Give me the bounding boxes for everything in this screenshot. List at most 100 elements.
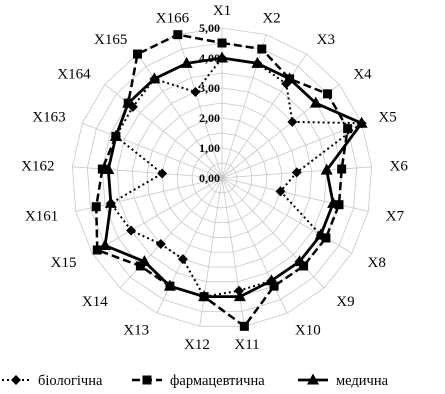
data-point-triangle — [327, 196, 340, 208]
data-point-diamond — [275, 186, 286, 197]
axis-label-x6: X6 — [390, 158, 409, 174]
grid-spoke — [221, 177, 245, 327]
data-point-diamond — [190, 86, 201, 97]
axis-label-x5: X5 — [378, 110, 396, 126]
legend-label: медична — [336, 373, 389, 389]
legend-entry: медична — [298, 373, 389, 389]
data-point-triangle — [307, 373, 319, 385]
grid-ring — [191, 147, 253, 209]
r-tick-label: 0,00 — [199, 171, 220, 185]
legend: біологічна фармацевтична медична — [2, 373, 389, 389]
legend-label: біологічна — [38, 373, 103, 389]
axis-label-x1: X1 — [213, 3, 231, 19]
grid-ring — [161, 117, 283, 238]
data-point-triangle — [293, 255, 306, 267]
data-point-diamond — [11, 375, 21, 385]
series-line — [103, 56, 364, 299]
data-point-diamond — [287, 116, 298, 127]
data-point-triangle — [104, 196, 117, 208]
data-point-square — [142, 375, 152, 385]
grid-spoke — [221, 177, 369, 212]
data-point-square — [97, 164, 107, 174]
data-point-triangle — [180, 56, 193, 68]
axis-labels: X1 X2 X3 X4 X5 X6 X7 X8 X9 X10 X11 X12 X13 X14 X15 X161… — [21, 3, 408, 353]
axis-label-x14: X14 — [82, 294, 108, 310]
grid-ring — [131, 87, 313, 268]
data-point-square — [239, 321, 249, 331]
axis-label-x162: X162 — [21, 158, 54, 174]
axis-label-x12: X12 — [184, 337, 210, 353]
data-point-square — [334, 200, 344, 210]
data-point-triangle — [102, 162, 115, 174]
data-point-triangle — [122, 96, 135, 108]
grid-spoke — [221, 84, 340, 179]
data-point-square — [257, 44, 267, 54]
data-point-triangle — [138, 255, 151, 267]
axis-label-x3: X3 — [317, 32, 335, 48]
r-tick-label: 5,00 — [199, 21, 220, 35]
axis-label-x7: X7 — [386, 208, 405, 224]
data-point-diamond — [291, 167, 302, 178]
data-point-square — [173, 30, 183, 40]
grid-ring — [72, 27, 372, 327]
axis-label-x166: X166 — [156, 10, 190, 26]
grid-spoke — [82, 122, 223, 179]
data-point-triangle — [251, 56, 264, 68]
grid-ring — [146, 102, 298, 253]
axis-label-x15: X15 — [51, 255, 77, 271]
r-tick-label: 2,00 — [199, 111, 220, 125]
grid-spoke — [221, 122, 362, 179]
data-point-triangle — [216, 51, 228, 63]
grid-spoke — [221, 177, 353, 254]
data-point-triangle — [148, 72, 161, 84]
axis-label-x9: X9 — [336, 294, 354, 310]
grid-spoke — [221, 177, 325, 289]
data-point-triangle — [198, 290, 211, 302]
data-point-triangle — [109, 129, 122, 141]
grid-spoke — [199, 177, 223, 327]
data-point-square — [323, 89, 333, 99]
data-point-triangle — [314, 228, 327, 240]
grid-spoke — [137, 53, 223, 179]
grid-spoke — [72, 166, 223, 179]
data-point-triangle — [163, 279, 176, 291]
grid-spoke — [156, 177, 223, 314]
data-point-diamond — [157, 168, 168, 179]
grid-ring — [116, 72, 328, 283]
data-point-triangle — [265, 274, 278, 286]
grid-spoke — [91, 177, 223, 254]
r-tick-label: 1,00 — [199, 141, 220, 155]
axis-label-x163: X163 — [32, 110, 65, 126]
grid-spoke — [177, 34, 223, 179]
grid-ring — [176, 132, 268, 223]
data-point-square — [337, 164, 347, 174]
data-point-square — [217, 38, 227, 48]
axis-label-x4: X4 — [353, 66, 372, 82]
data-point-diamond — [126, 225, 137, 236]
legend-entry: біологічна — [2, 373, 103, 389]
series-медична — [99, 51, 368, 302]
data-point-square — [269, 281, 279, 291]
grid-spoke — [221, 34, 267, 179]
data-point-square — [133, 49, 143, 59]
axis-label-x8: X8 — [367, 255, 385, 271]
legend-label: фармацевтична — [170, 373, 265, 389]
data-point-diamond — [177, 254, 188, 265]
axis-label-x13: X13 — [123, 322, 149, 338]
axis-label-x2: X2 — [262, 10, 280, 26]
grid-spoke — [119, 177, 223, 289]
grid-spoke — [221, 177, 288, 314]
data-point-triangle — [355, 116, 368, 128]
axis-label-x164: X164 — [57, 66, 91, 82]
data-point-square — [91, 202, 101, 212]
axis-label-x161: X161 — [25, 208, 58, 224]
axis-label-x11: X11 — [234, 337, 259, 353]
data-point-triangle — [99, 239, 112, 250]
r-tick-label: 3,00 — [199, 81, 220, 95]
data-point-triangle — [309, 96, 322, 108]
data-point-square — [92, 245, 102, 255]
data-point-square — [343, 124, 353, 134]
legend-entry: фармацевтична — [132, 373, 265, 389]
axis-label-x10: X10 — [295, 322, 321, 338]
